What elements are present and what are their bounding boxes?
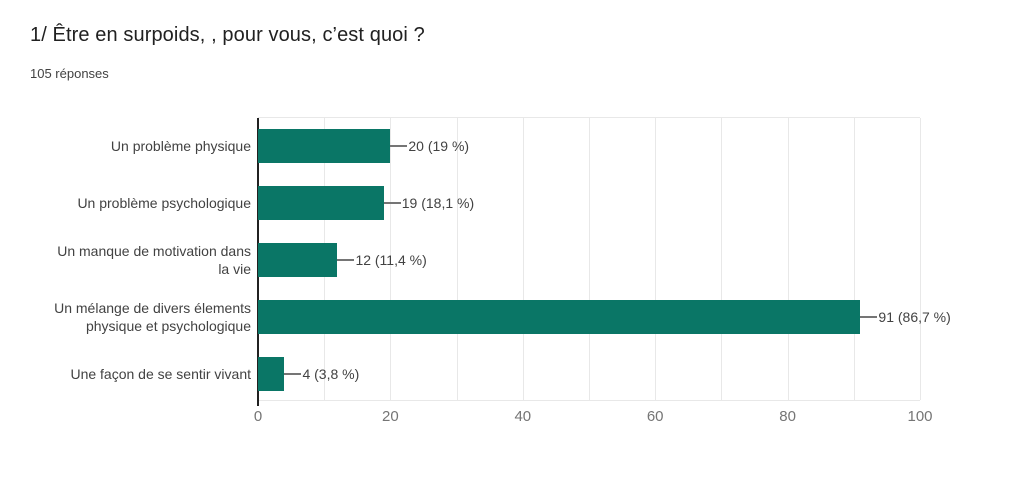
bar-chart-plot-area: Un problème physique 20 (19 %) Un problème…: [54, 117, 951, 425]
x-tick-label-100: 100: [907, 408, 933, 425]
bar-0: [258, 129, 391, 164]
value-label: 4 (3,8 %): [302, 365, 360, 382]
gridline-100: [920, 118, 921, 400]
value-callout-0: 20 (19 %): [390, 138, 469, 154]
x-tick-label-0: 0: [253, 408, 263, 425]
value-callout-2: 12 (11,4 %): [337, 252, 427, 268]
gridline-80: [787, 118, 789, 400]
gridline-20: [390, 118, 392, 400]
gridline-90: [853, 118, 855, 400]
category-label-0: Un problème physique: [110, 138, 251, 155]
callout-connector-line: [383, 202, 401, 205]
category-label-2: Un manque de motivation dans la vie: [57, 243, 251, 277]
gridline-40: [522, 118, 524, 400]
category-label-3: Un mélange de divers élements physique e…: [54, 299, 251, 334]
category-label-1: Un problème psychologique: [77, 195, 251, 212]
question-title: 1/ Être en surpoids, , pour vous, c’est …: [30, 24, 425, 46]
value-label: 12 (11,4 %): [355, 252, 427, 268]
value-label: 20 (19 %): [408, 138, 470, 155]
callout-connector-line: [390, 145, 408, 148]
gridline-60: [655, 118, 657, 400]
gridline-30: [456, 118, 458, 400]
callout-connector-line: [337, 259, 355, 261]
x-tick-label-60: 60: [646, 408, 664, 425]
responses-count: 105 réponses: [30, 66, 109, 81]
category-label-4: Une façon de se sentir vivant: [70, 365, 251, 382]
gridline-70: [721, 118, 723, 400]
callout-connector-line: [284, 372, 302, 375]
value-label: 91 (86,7 %): [878, 308, 951, 325]
bar-1: [258, 186, 384, 221]
bar-2: [258, 243, 338, 277]
bar-3: [258, 299, 861, 334]
x-tick-label-40: 40: [514, 408, 532, 425]
x-tick-label-80: 80: [779, 408, 796, 425]
value-label: 19 (18,1 %): [401, 195, 475, 212]
value-callout-3: 91 (86,7 %): [860, 308, 951, 325]
gridline-50: [589, 118, 590, 400]
bar-4: [258, 356, 285, 391]
value-callout-1: 19 (18,1 %): [383, 195, 475, 212]
value-callout-4: 4 (3,8 %): [284, 366, 359, 382]
callout-connector-line: [860, 315, 878, 318]
x-tick-label-20: 20: [382, 408, 399, 425]
